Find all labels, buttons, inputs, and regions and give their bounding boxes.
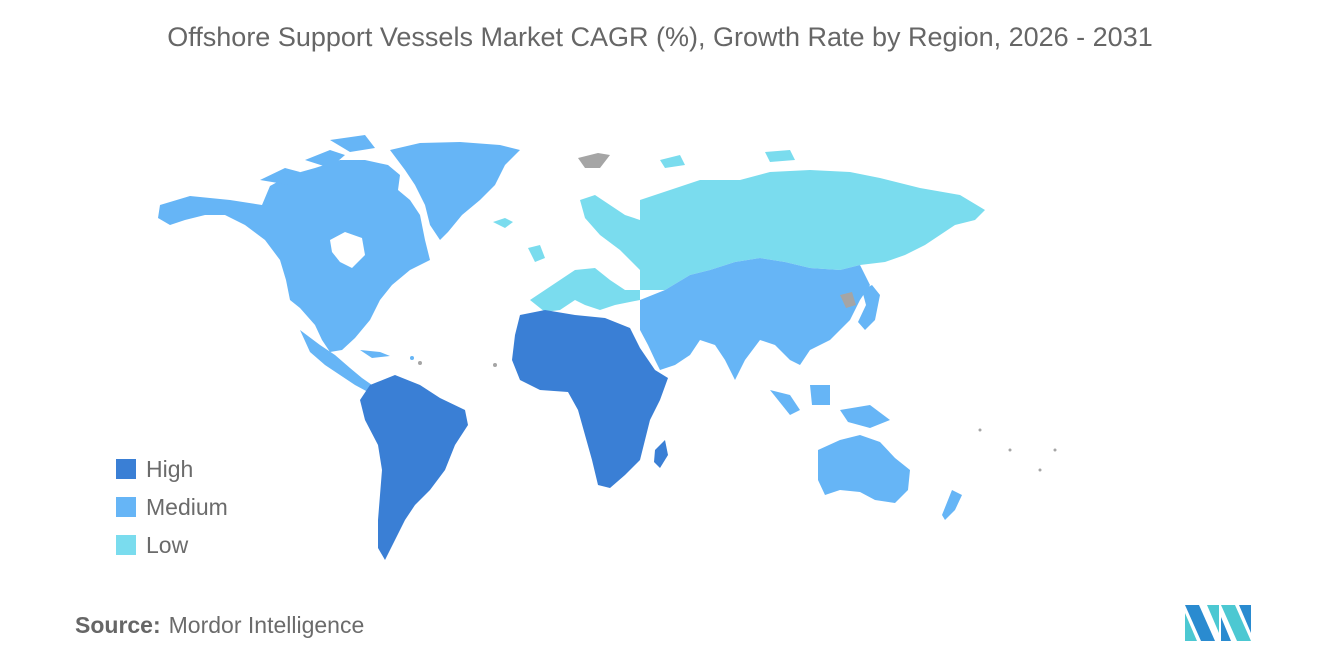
- source-value: Mordor Intelligence: [168, 612, 365, 638]
- region-australia: [818, 435, 910, 503]
- region-central-america: [300, 330, 372, 392]
- legend-item-medium: Medium: [116, 488, 228, 526]
- region-europe: [530, 195, 640, 312]
- region-asia: [640, 258, 870, 380]
- mordor-logo-icon: [1185, 605, 1251, 641]
- legend-swatch-high: [116, 459, 136, 479]
- legend-label: High: [146, 455, 194, 482]
- source-line: Source: Mordor Intelligence: [75, 612, 364, 639]
- chart-title: Offshore Support Vessels Market CAGR (%)…: [167, 22, 1153, 52]
- legend-swatch-medium: [116, 497, 136, 517]
- legend-item-low: Low: [116, 526, 228, 564]
- region-north-america: [158, 160, 430, 352]
- legend-item-high: High: [116, 450, 228, 488]
- region-svalbard: [578, 153, 610, 168]
- region-south-america: [360, 375, 468, 560]
- source-key: Source:: [75, 612, 161, 638]
- legend: High Medium Low: [116, 450, 228, 564]
- region-north-korea: [840, 292, 856, 308]
- legend-swatch-low: [116, 535, 136, 555]
- legend-label: Medium: [146, 493, 228, 520]
- region-russia: [640, 170, 985, 290]
- region-africa: [512, 310, 668, 488]
- region-greenland: [390, 142, 520, 240]
- legend-label: Low: [146, 531, 189, 558]
